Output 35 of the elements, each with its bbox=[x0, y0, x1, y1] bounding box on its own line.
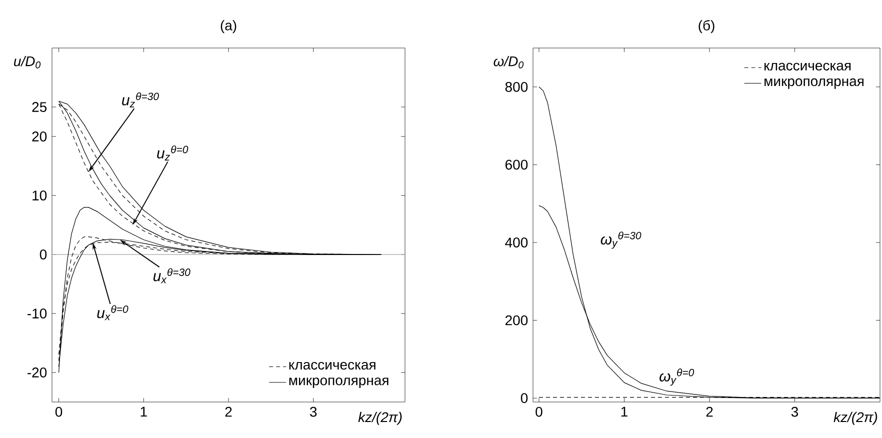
x-axis-title: kz/(2π) bbox=[834, 412, 878, 425]
y-tick-label: 10 bbox=[32, 190, 47, 200]
annotation: u$_{z}$θ=0 bbox=[157, 146, 188, 160]
x-tick-label: 0 bbox=[536, 406, 542, 417]
annotation: ω$_{y}$θ=0 bbox=[660, 368, 694, 386]
legend-label: классическая bbox=[764, 62, 851, 70]
annotation: u$_{z}$θ=30 bbox=[122, 92, 159, 108]
y-tick-label: 600 bbox=[506, 160, 528, 170]
chart-title: (б) bbox=[698, 20, 714, 34]
y-tick-label: 200 bbox=[505, 315, 528, 326]
y-tick-label: 0 bbox=[40, 250, 47, 260]
x-tick-label: 2 bbox=[225, 406, 232, 417]
y-tick-label: 800 bbox=[505, 82, 528, 92]
x-tick-label: 2 bbox=[706, 406, 713, 417]
annotation: u$_{x}$θ=30 bbox=[153, 268, 190, 284]
x-tick-label: 3 bbox=[791, 406, 798, 417]
y-axis-title: u/D$_{0}$ bbox=[14, 56, 41, 68]
chart-title: (a) bbox=[220, 20, 236, 34]
y-tick-label: 400 bbox=[505, 238, 528, 248]
y-tick-label: -20 bbox=[28, 368, 47, 378]
y-tick-label: 20 bbox=[32, 132, 47, 142]
legend-label: микрополярная bbox=[289, 378, 388, 388]
x-tick-label: 0 bbox=[55, 406, 62, 417]
x-tick-label: 1 bbox=[140, 406, 147, 416]
y-tick-label: 25 bbox=[32, 102, 47, 112]
y-axis-title: ω/D$_{0}$ bbox=[494, 56, 524, 68]
legend-label: микрополярная bbox=[764, 78, 864, 89]
x-axis-title: kz/(2π) bbox=[358, 412, 402, 425]
y-tick-label: -10 bbox=[28, 308, 47, 318]
legend-label: классическая bbox=[289, 362, 376, 370]
x-tick-label: 3 bbox=[310, 406, 317, 417]
annotation: u$_{x}$θ=0 bbox=[97, 305, 128, 320]
x-tick-label: 1 bbox=[621, 406, 628, 416]
y-tick-label: 0 bbox=[520, 393, 528, 404]
annotation: ω$_{y}$θ=30 bbox=[600, 232, 642, 249]
